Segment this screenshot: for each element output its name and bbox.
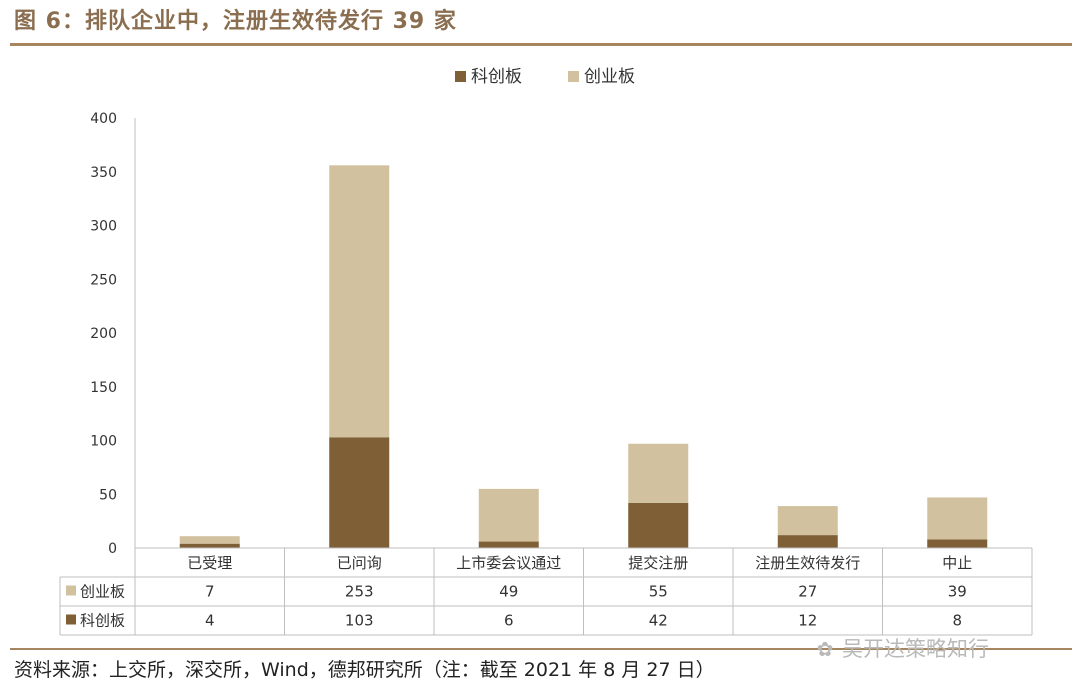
category-label: 已受理 [187, 554, 232, 572]
top-rule [10, 43, 1072, 46]
y-tick-label: 300 [90, 219, 117, 235]
bar-segment [329, 165, 390, 438]
table-cell: 103 [345, 612, 374, 630]
source-note: 资料来源：上交所，深交所，Wind，德邦研究所（注：截至 2021 年 8 月 … [14, 659, 715, 681]
wechat-icon: ✿ [816, 637, 834, 661]
y-tick-label: 100 [90, 434, 117, 450]
bar-segment [927, 497, 988, 540]
table-row-label: 科创板 [80, 612, 125, 630]
figure-title: 图 6：排队企业中，注册生效待发行 39 家 [14, 9, 457, 34]
table-cell: 27 [798, 583, 817, 601]
category-label: 提交注册 [628, 554, 688, 572]
table-cell: 39 [948, 583, 967, 601]
bar-segment [329, 437, 390, 548]
y-tick-label: 150 [90, 380, 117, 396]
y-tick-label: 350 [90, 165, 117, 181]
y-tick-label: 0 [108, 541, 117, 557]
bar-segment [777, 535, 838, 548]
table-cell: 6 [504, 612, 514, 630]
bar-segment [927, 539, 988, 548]
category-label: 注册生效待发行 [755, 554, 860, 572]
y-tick-label: 200 [90, 326, 117, 342]
bottom-rule [10, 648, 1072, 650]
table-row-swatch [66, 585, 76, 596]
watermark-text: 吴开达策略知行 [842, 637, 989, 661]
table-cell: 55 [649, 583, 668, 601]
table-cell: 4 [205, 612, 215, 630]
table-row-label: 创业板 [80, 583, 125, 601]
legend-swatch [455, 71, 466, 82]
table-cell: 7 [205, 583, 215, 601]
bar-segment [478, 541, 539, 548]
table-cell: 253 [345, 583, 374, 601]
category-label: 已问询 [337, 554, 382, 572]
legend-swatch [568, 71, 579, 82]
bar-segment [628, 502, 689, 548]
bar-segment [777, 506, 838, 536]
legend-label: 科创板 [471, 67, 522, 87]
table-cell: 42 [649, 612, 668, 630]
bar-segment [478, 488, 539, 542]
table-cell: 12 [798, 612, 817, 630]
watermark: ✿ 吴开达策略知行 [808, 632, 989, 666]
table-row-swatch [66, 614, 76, 625]
bar-segment [179, 536, 240, 544]
y-tick-label: 50 [99, 487, 117, 503]
bar-segment [179, 543, 240, 548]
y-tick-label: 250 [90, 272, 117, 288]
bar-segment [628, 443, 689, 503]
table-cell: 8 [952, 612, 962, 630]
legend-label: 创业板 [584, 67, 635, 87]
category-label: 上市委会议通过 [456, 554, 561, 572]
table-cell: 49 [499, 583, 518, 601]
category-label: 中止 [942, 554, 972, 572]
y-tick-label: 400 [90, 111, 117, 127]
